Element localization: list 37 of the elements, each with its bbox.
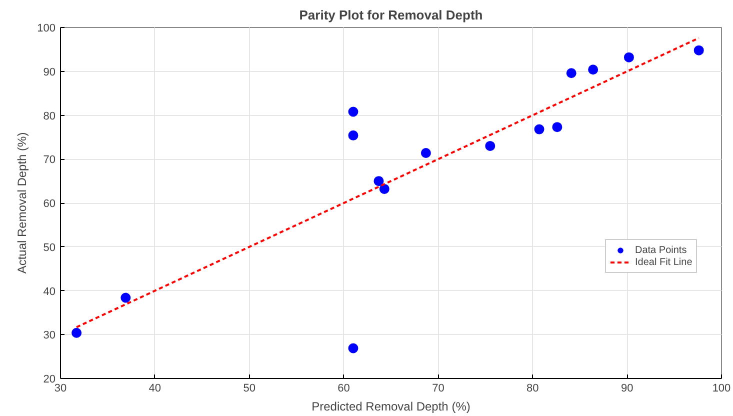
y-tick-label: 50 [43, 242, 56, 254]
y-tick-label: 80 [43, 110, 56, 122]
legend-label: Ideal Fit Line [635, 256, 692, 268]
y-tick-label: 100 [37, 22, 56, 34]
x-tick-label: 60 [338, 382, 350, 394]
point [485, 140, 496, 151]
point [566, 68, 576, 78]
y-tick-label: 20 [43, 374, 56, 386]
x-tick-label: 50 [243, 382, 256, 394]
y-axis-title: Actual Removal Depth (%) [15, 132, 30, 274]
y-tick-label: 70 [43, 154, 56, 166]
point [588, 64, 598, 75]
point [379, 184, 390, 194]
y-tick-label: 40 [43, 286, 56, 298]
point [374, 176, 384, 186]
y-tick-label: 90 [43, 66, 56, 78]
x-axis-title: Predicted Removal Depth (%) [312, 400, 470, 414]
x-tick-label: 100 [712, 382, 731, 394]
point [348, 130, 358, 140]
x-tick-label: 90 [620, 382, 634, 394]
point [72, 328, 82, 338]
point [534, 124, 544, 134]
x-tick-label: 80 [526, 382, 539, 394]
point [552, 122, 562, 132]
x-tick-label: 30 [54, 382, 67, 394]
legend-label: Data Points [635, 244, 687, 256]
point [420, 148, 431, 158]
x-tick-label: 70 [432, 382, 444, 394]
point [694, 45, 704, 56]
y-tick-label: 60 [43, 198, 56, 210]
point [624, 52, 634, 62]
x-tick-label: 40 [148, 382, 162, 394]
chart-title: Parity Plot for Removal Depth [299, 8, 483, 22]
y-tick-label: 30 [43, 330, 56, 342]
point [348, 106, 358, 117]
point [120, 292, 131, 303]
point [348, 343, 358, 354]
